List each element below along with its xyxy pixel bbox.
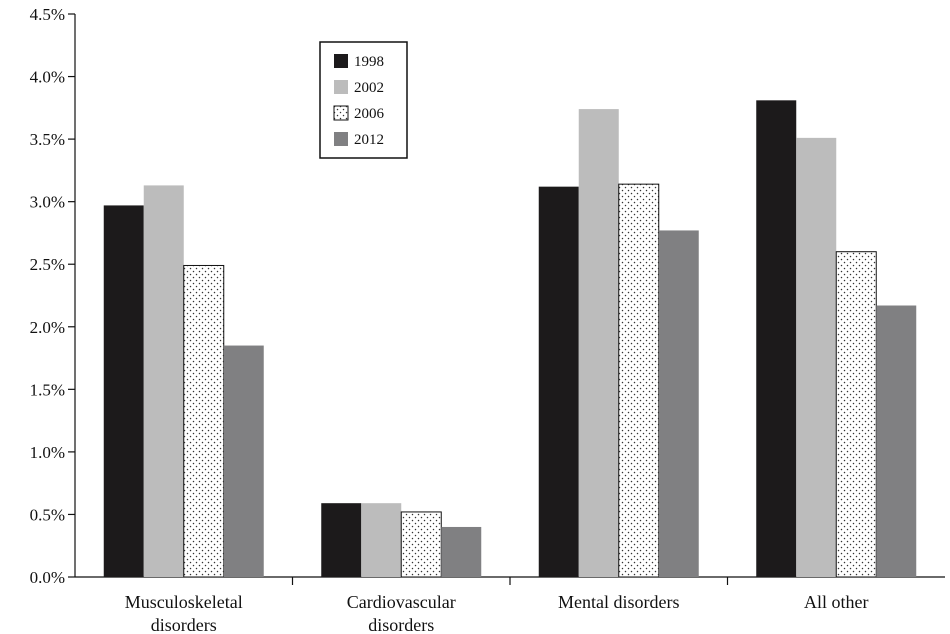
y-tick-label: 4.0% bbox=[30, 68, 65, 87]
bar-1998-0 bbox=[103, 205, 144, 578]
y-tick-label: 2.5% bbox=[30, 255, 65, 274]
category-label: Cardiovascular bbox=[347, 592, 456, 612]
y-tick-label: 0.5% bbox=[30, 505, 65, 524]
bar-2012-0 bbox=[223, 345, 264, 577]
bars bbox=[103, 100, 917, 578]
legend: 1998 2002 2006 2012 bbox=[319, 41, 408, 159]
bar-1998-1 bbox=[321, 503, 362, 577]
bar-2012-3 bbox=[876, 305, 917, 577]
bar-2006-3 bbox=[835, 251, 877, 578]
bar-2002-1 bbox=[361, 503, 402, 577]
legend-swatch-2006 bbox=[333, 105, 349, 121]
y-tick-label: 2.0% bbox=[30, 318, 65, 337]
category-label: Mental disorders bbox=[558, 592, 679, 612]
y-tick-label: 1.5% bbox=[30, 380, 65, 399]
bar-2002-3 bbox=[796, 137, 837, 578]
y-tick-label: 3.5% bbox=[30, 130, 65, 149]
bar-2006-1 bbox=[400, 511, 442, 578]
category-label: Musculoskeletal bbox=[125, 592, 243, 612]
bar-2012-2 bbox=[658, 230, 699, 578]
category-label: disorders bbox=[368, 615, 434, 634]
legend-label: 2002 bbox=[354, 80, 384, 96]
y-tick-label: 3.0% bbox=[30, 193, 65, 212]
bar-2002-2 bbox=[578, 109, 619, 577]
legend-swatch-1998 bbox=[334, 54, 348, 68]
legend-swatch-2002 bbox=[334, 80, 348, 94]
legend-label: 1998 bbox=[354, 54, 384, 70]
bar-1998-3 bbox=[756, 100, 797, 578]
y-tick-label: 0.0% bbox=[30, 568, 65, 587]
legend-swatch-2012 bbox=[334, 132, 348, 146]
y-tick-label: 1.0% bbox=[30, 443, 65, 462]
bar-2006-2 bbox=[618, 183, 660, 578]
bar-2006-0 bbox=[183, 264, 225, 578]
bar-2002-0 bbox=[143, 185, 184, 577]
legend-label: 2006 bbox=[354, 106, 385, 122]
y-tick-label: 4.5% bbox=[30, 5, 65, 24]
x-axis: Musculoskeletal disorders Cardiovascular di… bbox=[75, 576, 945, 634]
bar-1998-2 bbox=[538, 186, 579, 578]
category-label: disorders bbox=[151, 615, 217, 634]
y-axis: 0.0% 0.5% 1.0% 1.5% 2.0% 2.5% 3.0% 3.5% 4.0% 4.5% bbox=[30, 5, 76, 587]
category-label: All other bbox=[804, 592, 869, 612]
legend-label: 2012 bbox=[354, 132, 384, 148]
bar-2012-1 bbox=[441, 526, 482, 577]
